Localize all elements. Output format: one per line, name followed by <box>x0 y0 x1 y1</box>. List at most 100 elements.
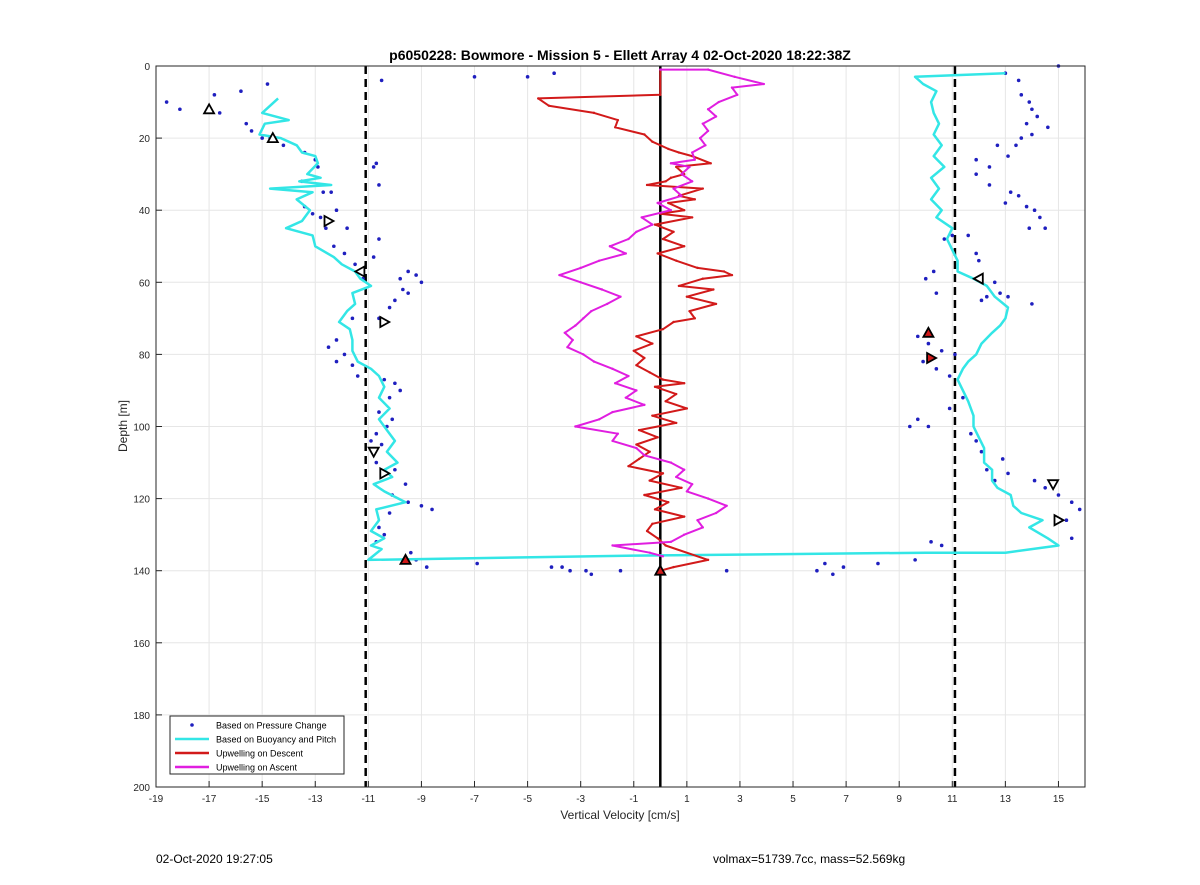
descent-vertex <box>651 414 654 417</box>
ascent-vertex <box>698 136 702 140</box>
pressure-change-point <box>281 143 286 148</box>
x-tick-label: -17 <box>202 794 217 805</box>
descent-vertex <box>714 302 718 306</box>
pressure-change-point <box>1056 493 1061 497</box>
descent-vertex <box>675 259 678 262</box>
pressure-change-point <box>178 107 182 112</box>
pressure-change-point <box>831 572 835 577</box>
pressure-change-point <box>316 165 320 169</box>
pressure-change-point <box>1027 100 1032 104</box>
pressure-change-point <box>1046 125 1050 130</box>
pressure-change-point <box>1019 136 1024 140</box>
pressure-change-point <box>992 280 997 285</box>
pressure-change-point <box>947 374 952 378</box>
ascent-vertex <box>579 266 582 270</box>
x-tick-label: 11 <box>947 794 958 805</box>
pressure-change-point <box>472 75 477 79</box>
ascent-vertex <box>611 367 614 371</box>
descent-vertex <box>645 529 649 533</box>
pressure-change-point <box>815 568 819 573</box>
descent-vertex <box>651 342 654 345</box>
ascent-vertex <box>683 533 686 536</box>
ascent-vertex <box>733 75 736 79</box>
x-tick-label: 1 <box>684 794 690 805</box>
pressure-change-point <box>239 89 243 94</box>
ascent-vertex <box>680 172 683 176</box>
legend-label: Upwelling on Ascent <box>216 763 298 773</box>
ascent-vertex <box>619 295 622 298</box>
descent-vertex <box>537 97 540 100</box>
pressure-change-point <box>332 244 336 249</box>
pressure-change-point <box>334 359 339 364</box>
pressure-change-point <box>1032 208 1037 212</box>
y-tick-label: 20 <box>139 134 151 145</box>
pressure-change-point <box>369 439 373 443</box>
ascent-vertex <box>730 86 734 89</box>
pressure-change-point <box>244 121 249 126</box>
ascent-vertex <box>648 551 651 554</box>
pressure-change-point <box>974 251 978 256</box>
ascent-vertex <box>643 454 646 457</box>
ascent-vertex <box>611 544 614 547</box>
pressure-change-point <box>942 237 947 241</box>
pressure-change-point <box>371 255 376 259</box>
triangle-marker <box>379 315 392 329</box>
ascent-vertex <box>669 461 673 464</box>
descent-vertex <box>661 327 665 331</box>
pressure-change-point <box>398 276 402 281</box>
pressure-change-point <box>921 359 925 364</box>
ascent-vertex <box>627 237 630 241</box>
descent-vertex <box>683 245 686 248</box>
descent-vertex <box>659 93 662 97</box>
pressure-change-point <box>1069 536 1074 541</box>
y-tick-label: 120 <box>133 495 150 506</box>
pressure-change-point <box>377 410 381 414</box>
ascent-vertex <box>706 129 710 133</box>
pressure-change-point <box>823 561 827 566</box>
descent-vertex <box>683 209 686 212</box>
ascent-vertex <box>696 519 699 522</box>
ascent-vertex <box>635 446 638 450</box>
descent-vertex <box>637 428 641 432</box>
pressure-change-point <box>414 273 418 277</box>
ascent-vertex <box>613 382 617 385</box>
ascent-vertex <box>608 245 612 248</box>
pressure-change-point <box>913 558 917 562</box>
descent-vertex <box>664 544 667 547</box>
triangle-marker <box>398 553 413 565</box>
ascent-vertex <box>685 490 689 493</box>
triangle-marker <box>202 102 216 115</box>
pressure-change-point <box>353 262 357 267</box>
triangle-marker <box>921 325 935 338</box>
pressure-change-point <box>979 298 984 303</box>
descent-vertex <box>616 118 620 122</box>
ascent-vertex <box>611 410 614 414</box>
grid-lines <box>155 65 1085 788</box>
ascent-vertex <box>706 108 710 111</box>
ascent-vertex <box>635 230 638 234</box>
ascent-vertex <box>672 187 675 190</box>
ascent-vertex <box>693 158 697 161</box>
x-tick-label: -15 <box>255 794 270 805</box>
descent-vertex <box>653 508 657 511</box>
ascent-vertex <box>669 540 673 544</box>
pressure-change-point <box>926 424 931 429</box>
ascent-vertex <box>640 216 643 219</box>
descent-vertex <box>635 335 638 338</box>
ascent-vertex <box>706 497 710 500</box>
triangle-marker <box>926 351 938 365</box>
footer-timestamp: 02-Oct-2020 19:27:05 <box>156 852 273 866</box>
descent-vertex <box>648 479 651 482</box>
descent-vertex <box>643 356 646 360</box>
descent-vertex <box>690 216 694 219</box>
ascent-vertex <box>566 345 569 349</box>
pressure-change-point <box>377 183 381 187</box>
pressure-change-point <box>318 215 323 220</box>
ascent-vertex <box>606 302 609 306</box>
buoyancy-pitch-line <box>258 71 1060 562</box>
pressure-change-point <box>552 71 556 76</box>
descent-vertex <box>656 537 659 540</box>
descent-vertex <box>667 501 670 504</box>
pressure-change-point <box>908 424 912 429</box>
